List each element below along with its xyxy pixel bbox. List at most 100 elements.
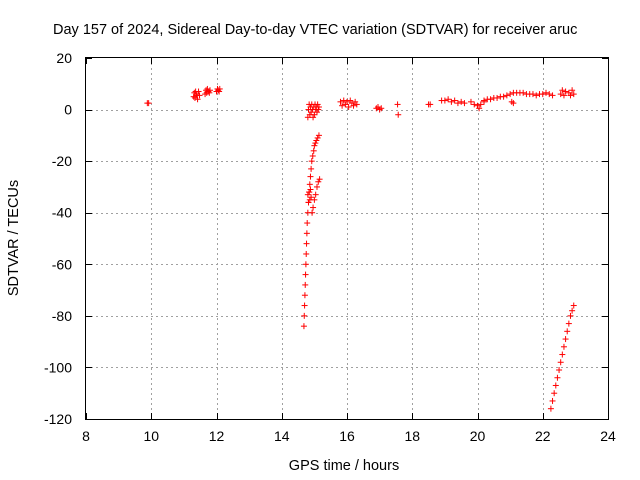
grid — [86, 58, 608, 419]
data-point — [206, 89, 213, 96]
data-point — [316, 176, 323, 183]
y-tick-label: 20 — [56, 50, 72, 66]
data-point — [312, 191, 319, 198]
data-point — [467, 98, 474, 105]
data-point — [303, 230, 310, 237]
x-axis-label: GPS time / hours — [289, 458, 399, 474]
data-point — [549, 92, 556, 99]
data-point — [314, 134, 321, 141]
data-point — [301, 312, 308, 319]
data-point — [378, 105, 385, 112]
data-point — [560, 343, 567, 350]
data-point — [557, 91, 564, 98]
data-point — [311, 111, 318, 118]
data-point — [304, 191, 311, 198]
x-tick-label: 12 — [209, 428, 225, 444]
data-point — [301, 292, 308, 299]
data-point — [310, 147, 317, 154]
data-point — [500, 93, 507, 100]
data-point — [559, 351, 566, 358]
data-point — [313, 137, 320, 144]
data-point — [307, 173, 314, 180]
data-point — [564, 328, 571, 335]
data-point — [306, 189, 313, 196]
data-point — [547, 405, 554, 412]
data-point — [503, 92, 510, 99]
x-tick-label: 20 — [470, 428, 486, 444]
data-point — [559, 87, 566, 94]
x-tick-label: 16 — [339, 428, 355, 444]
data-point — [565, 320, 572, 327]
data-point — [315, 132, 322, 139]
y-tick-label: 0 — [64, 102, 72, 118]
data-point — [216, 88, 223, 95]
y-tick-label: -100 — [44, 359, 72, 375]
data-point — [314, 101, 321, 108]
data-point — [471, 101, 478, 108]
data-point — [302, 261, 309, 268]
data-point — [204, 85, 211, 92]
data-point — [570, 302, 577, 309]
y-tick-labels: -120 -100 -80 -60 -40 -20 0 20 — [44, 50, 72, 427]
data-point — [569, 87, 576, 94]
data-point — [562, 336, 569, 343]
data-point — [441, 97, 448, 104]
data-point — [308, 109, 315, 116]
x-tick-label: 14 — [274, 428, 290, 444]
data-point — [549, 397, 556, 404]
data-point — [145, 100, 152, 107]
data-point — [557, 359, 564, 366]
data-point — [191, 94, 198, 101]
data-point — [481, 97, 488, 104]
data-points — [144, 85, 577, 412]
data-point — [315, 106, 322, 113]
data-point — [306, 181, 313, 188]
data-point — [310, 114, 317, 121]
y-tick-label: -120 — [44, 411, 72, 427]
data-point — [494, 94, 501, 101]
data-point — [461, 100, 468, 107]
data-point — [569, 307, 576, 314]
data-point — [533, 92, 540, 99]
data-point — [337, 98, 344, 105]
data-point — [562, 88, 569, 95]
data-point — [190, 93, 197, 100]
data-point — [543, 89, 550, 96]
data-point — [556, 367, 563, 374]
data-point — [567, 92, 574, 99]
data-point — [301, 302, 308, 309]
data-point — [315, 103, 322, 110]
x-tick-label: 10 — [143, 428, 159, 444]
y-tick-label: -40 — [52, 205, 72, 221]
data-point — [451, 97, 458, 104]
data-point — [454, 100, 461, 107]
data-point — [554, 374, 561, 381]
x-tick-label: 22 — [535, 428, 551, 444]
data-point — [308, 158, 315, 165]
data-point — [303, 240, 310, 247]
data-point — [309, 152, 316, 159]
data-point — [312, 140, 319, 147]
data-point — [304, 220, 311, 227]
data-point — [300, 323, 307, 330]
data-point — [216, 85, 223, 92]
y-tick-label: -20 — [52, 153, 72, 169]
data-point — [510, 100, 517, 107]
data-point — [394, 101, 401, 108]
data-point — [395, 111, 402, 118]
data-point — [308, 194, 315, 201]
data-point — [353, 101, 360, 108]
y-tick-label: -60 — [52, 256, 72, 272]
data-point — [529, 91, 536, 98]
data-point — [448, 98, 455, 105]
data-point — [552, 382, 559, 389]
data-point — [315, 178, 322, 185]
axis-ticks — [86, 58, 609, 420]
data-point — [345, 103, 352, 110]
data-point — [487, 96, 494, 103]
x-tick-label: 8 — [82, 428, 90, 444]
data-point — [458, 98, 465, 105]
y-tick-label: -80 — [52, 308, 72, 324]
x-tick-label: 24 — [600, 428, 616, 444]
